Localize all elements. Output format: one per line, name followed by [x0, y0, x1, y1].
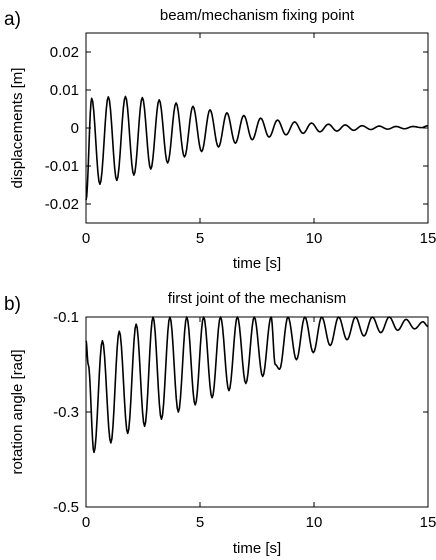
- panel-b-label: b): [4, 294, 21, 315]
- panel-a-title: beam/mechanism fixing point: [160, 7, 355, 24]
- panel-a-y-tick-label: 0: [71, 120, 79, 137]
- panel-b-title: first joint of the mechanism: [168, 290, 346, 307]
- panel-a-y-axis-label: displacements [m]: [9, 68, 26, 189]
- panel-b-series-line: [86, 317, 428, 452]
- panel-a-x-tick-label: 10: [306, 230, 323, 247]
- panel-a-label: a): [4, 9, 21, 30]
- panel-b-x-tick-label: 0: [82, 514, 90, 531]
- panel-b-plot-frame: [86, 317, 428, 507]
- panel-b-x-axis-label: time [s]: [233, 540, 281, 557]
- panel-a: a) beam/mechanism fixing point 0 5 10 15 -0.…: [4, 7, 436, 272]
- panel-a-series-line: [86, 96, 428, 200]
- panel-a-y-tick-label: -0.02: [45, 196, 79, 213]
- panel-b-x-tick-label: 15: [420, 514, 436, 531]
- panel-a-x-tick-label: 15: [420, 230, 436, 247]
- panel-a-y-tick-label: 0.01: [50, 82, 79, 99]
- panel-b-y-tick-label: -0.3: [53, 404, 79, 421]
- panel-a-x-tick-label: 5: [196, 230, 204, 247]
- panel-a-x-axis-label: time [s]: [233, 255, 281, 272]
- panel-b-y-tick-label: -0.5: [53, 499, 79, 516]
- panel-b-y-tick-label: -0.1: [53, 309, 79, 326]
- panel-a-y-tick-label: -0.01: [45, 158, 79, 175]
- panel-b-x-tick-label: 10: [306, 514, 323, 531]
- panel-b-ticks: 0 5 10 15 -0.5 -0.3 -0.1: [53, 309, 436, 531]
- panel-a-y-tick-label: 0.02: [50, 44, 79, 61]
- panel-b-x-tick-label: 5: [196, 514, 204, 531]
- panel-b-y-axis-label: rotation angle [rad]: [9, 349, 26, 474]
- panel-b: b) first joint of the mechanism 0 5 10 15 -0…: [4, 290, 436, 557]
- panel-a-x-tick-label: 0: [82, 230, 90, 247]
